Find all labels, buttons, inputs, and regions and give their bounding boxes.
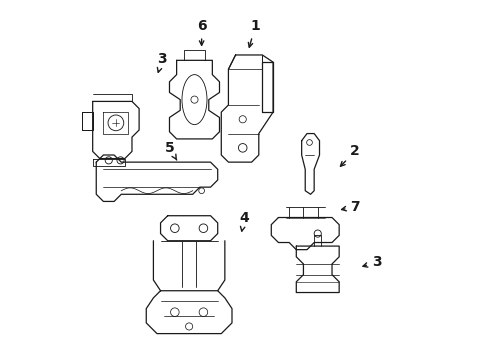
- Text: 2: 2: [340, 144, 359, 166]
- Text: 6: 6: [196, 19, 206, 45]
- Text: 5: 5: [164, 141, 176, 160]
- Text: 3: 3: [157, 51, 167, 72]
- Text: 4: 4: [239, 211, 249, 231]
- Text: 3: 3: [362, 255, 381, 269]
- Text: 7: 7: [341, 200, 359, 214]
- Text: 1: 1: [248, 19, 260, 47]
